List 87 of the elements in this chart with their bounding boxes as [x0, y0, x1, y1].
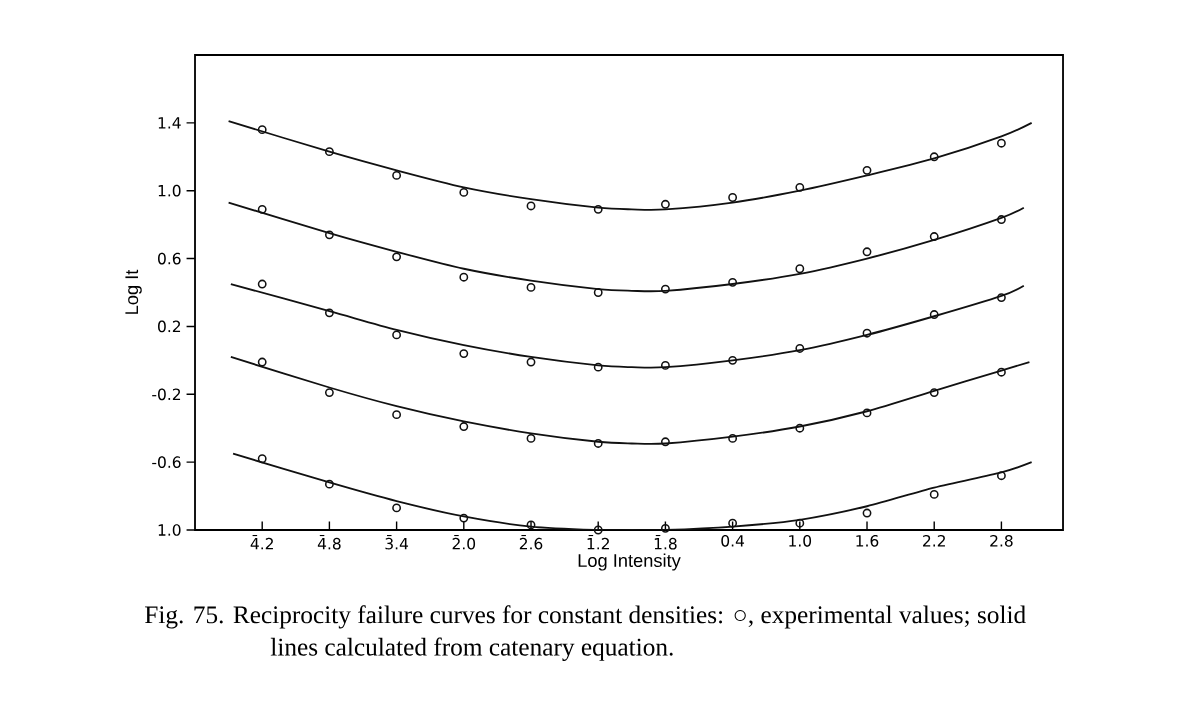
x-tick-label: 0.4: [721, 534, 745, 547]
line-series: [229, 356, 1031, 445]
x-tick-label: 2.2: [923, 534, 945, 547]
point: [324, 479, 334, 489]
point: [593, 362, 603, 372]
point: [795, 344, 805, 353]
point: [459, 422, 469, 431]
point: [996, 293, 1006, 303]
point: [728, 193, 738, 202]
point: [728, 355, 738, 365]
point: [392, 410, 402, 420]
point: [660, 437, 670, 447]
point: [593, 525, 603, 535]
point: [996, 367, 1006, 377]
point: [795, 423, 805, 433]
point: [862, 165, 872, 175]
point: [996, 138, 1006, 148]
point: [392, 330, 402, 340]
y-tick-label: 0.6: [158, 252, 181, 265]
point: [324, 230, 334, 240]
point: [324, 388, 334, 398]
x-tick-label: 1̄.8: [654, 534, 677, 550]
y-tick-label: 1.0: [158, 184, 181, 197]
point: [660, 199, 670, 209]
point: [728, 433, 738, 443]
x-tick-label: 2̄.6: [519, 534, 543, 550]
point: [257, 125, 267, 135]
y-axis-title: Log It: [125, 269, 142, 314]
point: [728, 518, 738, 528]
point: [593, 204, 603, 214]
point: [392, 171, 402, 180]
x-tick-label: 1.0: [789, 534, 812, 547]
y-tick-label: 1.0: [158, 524, 181, 536]
caption: Fig. 75. Reciprocity failure curves for constant densities: ○, experimental values; solid lines calculated from catenary equation.: [145, 605, 1026, 661]
point: [593, 439, 603, 448]
point: [660, 523, 670, 533]
point: [526, 357, 536, 367]
point: [929, 232, 939, 241]
point: [929, 489, 939, 499]
point: [257, 357, 267, 367]
x-tick-label: 1̄.2: [587, 534, 609, 550]
y-tick-label: 0.2: [158, 320, 181, 333]
point: [459, 513, 469, 523]
point: [862, 247, 872, 257]
point: [795, 518, 805, 528]
x-tick-label: 2̄.0: [452, 534, 476, 550]
point: [795, 182, 805, 192]
point: [728, 277, 738, 287]
point: [459, 272, 469, 282]
y-tick-label: -0.2: [152, 388, 181, 401]
point: [929, 310, 939, 319]
point: [257, 279, 267, 289]
line-series: [227, 120, 1033, 211]
x-tick-label: 1.6: [856, 534, 879, 547]
point: [929, 388, 939, 398]
x-tick-label: 3̄.4: [385, 534, 409, 550]
y-tick-label: 1.4: [158, 117, 181, 129]
point: [929, 152, 939, 162]
point: [996, 471, 1006, 481]
x-tick-label: 4̄.2: [250, 534, 273, 550]
point: [795, 264, 805, 274]
point: [392, 503, 402, 513]
line-series: [229, 283, 1025, 369]
point: [996, 215, 1006, 224]
line-series: [232, 452, 1033, 530]
y-tick-label: -0.6: [152, 456, 181, 468]
x-tick-label: 4̄.8: [317, 534, 341, 550]
point: [526, 520, 536, 530]
point: [392, 252, 402, 262]
point: [459, 187, 469, 197]
point: [862, 408, 872, 418]
point: [660, 284, 670, 294]
point: [862, 508, 872, 518]
point: [526, 282, 536, 292]
point: [526, 201, 536, 211]
x-axis-title: Log Intensity: [578, 553, 681, 571]
point: [593, 288, 603, 297]
line-series: [227, 201, 1025, 293]
point: [257, 204, 267, 214]
point: [862, 328, 872, 338]
point: [660, 361, 670, 370]
x-tick-label: 2.8: [990, 534, 1013, 547]
point: [526, 433, 536, 443]
point: [324, 308, 334, 318]
point: [324, 147, 334, 157]
point: [257, 454, 267, 464]
point: [459, 349, 469, 358]
